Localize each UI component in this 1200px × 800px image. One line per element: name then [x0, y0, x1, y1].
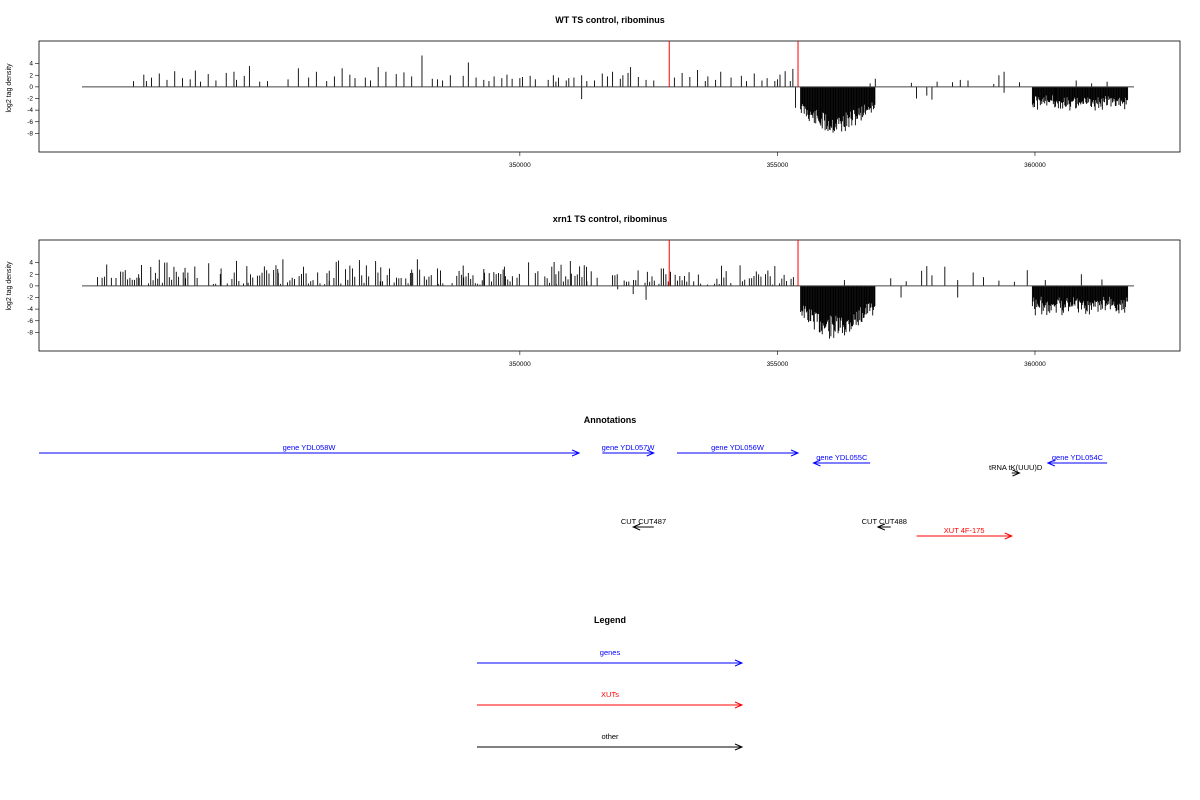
annotation-items: gene YDL058W gene YDL057W gene YDL056W gene…	[39, 443, 1108, 540]
density-bars	[133, 55, 1129, 133]
arrow-head	[734, 701, 744, 709]
y-tick-label: -2	[27, 96, 33, 103]
y-tick-label: -2	[27, 295, 33, 302]
arrow-head	[1004, 532, 1014, 540]
arrow-head	[631, 523, 641, 531]
arrow-head	[1046, 459, 1056, 467]
arrow-head	[734, 659, 744, 667]
xrn1-density-panel: xrn1 TS control, ribominus log2 tag dens…	[6, 214, 1181, 368]
y-tick-label: 2	[29, 72, 33, 79]
legend-label: genes	[600, 648, 621, 657]
plot-frame	[38, 239, 1181, 352]
arrow-head	[646, 449, 656, 457]
x-tick-label: 360000	[1024, 162, 1046, 169]
legend-label: XUTs	[601, 690, 619, 699]
annotation-arrow: gene YDL058W	[39, 443, 581, 457]
x-tick-label: 360000	[1024, 361, 1046, 368]
x-tick-label: 355000	[767, 361, 789, 368]
arrow-head	[790, 449, 800, 457]
y-axis-label: log2 tag density	[6, 261, 13, 311]
arrow-head	[1012, 469, 1021, 477]
arrow-head	[812, 459, 821, 467]
panel-title: WT TS control, ribominus	[555, 15, 665, 25]
annotation-label: XUT 4F-175	[944, 526, 985, 535]
y-tick-label: -8	[27, 130, 33, 137]
legend-title: Legend	[594, 615, 626, 625]
y-tick-label: 4	[29, 61, 33, 68]
annotation-label: gene YDL058W	[283, 443, 337, 452]
wt-density-panel: WT TS control, ribominus log2 tag densit…	[6, 15, 1181, 169]
y-tick-label: 0	[29, 84, 33, 91]
annotation-arrow: CUT CUT488	[862, 517, 907, 531]
annotation-arrow: XUT 4F-175	[916, 526, 1014, 540]
plot-frame	[38, 40, 1181, 153]
y-axis-label: log2 tag density	[6, 63, 13, 113]
annotation-label: gene YDL054C	[1052, 453, 1104, 462]
y-tick-label: -4	[27, 306, 33, 313]
plot-area: 4 2 0 -2 -4 -6 -8 350000 355000 360000	[27, 40, 1181, 169]
annotation-arrow: tRNA tK(UUU)D	[989, 463, 1043, 477]
legend-entries: genes XUTs other	[477, 648, 744, 751]
y-tick-label: 4	[29, 260, 33, 267]
legend-label: other	[601, 732, 619, 741]
x-tick-label: 350000	[509, 361, 531, 368]
y-tick-label: -4	[27, 107, 33, 114]
density-bars	[97, 259, 1129, 339]
legend-entry: XUTs	[477, 690, 744, 709]
annotation-label: CUT CUT487	[621, 517, 666, 526]
annotation-label: gene YDL057W	[602, 443, 656, 452]
y-tick-label: -6	[27, 318, 33, 325]
annotation-arrow: gene YDL057W	[602, 443, 656, 457]
legend-entry: genes	[477, 648, 744, 667]
annotation-label: CUT CUT488	[862, 517, 907, 526]
legend-entry: other	[477, 732, 744, 751]
y-tick-label: -8	[27, 329, 33, 336]
x-tick-label: 350000	[509, 162, 531, 169]
y-tick-label: 2	[29, 271, 33, 278]
annotation-label: tRNA tK(UUU)D	[989, 463, 1043, 472]
annotation-arrow: gene YDL056W	[676, 443, 800, 457]
arrow-head	[571, 449, 581, 457]
arrow-head	[734, 743, 744, 751]
annotation-label: gene YDL055C	[816, 453, 868, 462]
annotations-track: Annotations gene YDL058W gene YDL057W gene…	[39, 415, 1108, 540]
plot-area: 4 2 0 -2 -4 -6 -8 350000 355000 360000	[27, 239, 1181, 368]
annotation-arrow: gene YDL054C	[1046, 453, 1108, 467]
annotation-label: gene YDL056W	[711, 443, 765, 452]
y-tick-label: -6	[27, 119, 33, 126]
annotation-arrow: CUT CUT487	[621, 517, 666, 531]
annotation-arrow: gene YDL055C	[812, 453, 871, 467]
panel-title: xrn1 TS control, ribominus	[553, 214, 668, 224]
annotations-title: Annotations	[584, 415, 637, 425]
arrow-head	[876, 523, 886, 531]
y-tick-label: 0	[29, 283, 33, 290]
legend: Legend genes XUTs other	[477, 615, 744, 751]
x-tick-label: 355000	[767, 162, 789, 169]
